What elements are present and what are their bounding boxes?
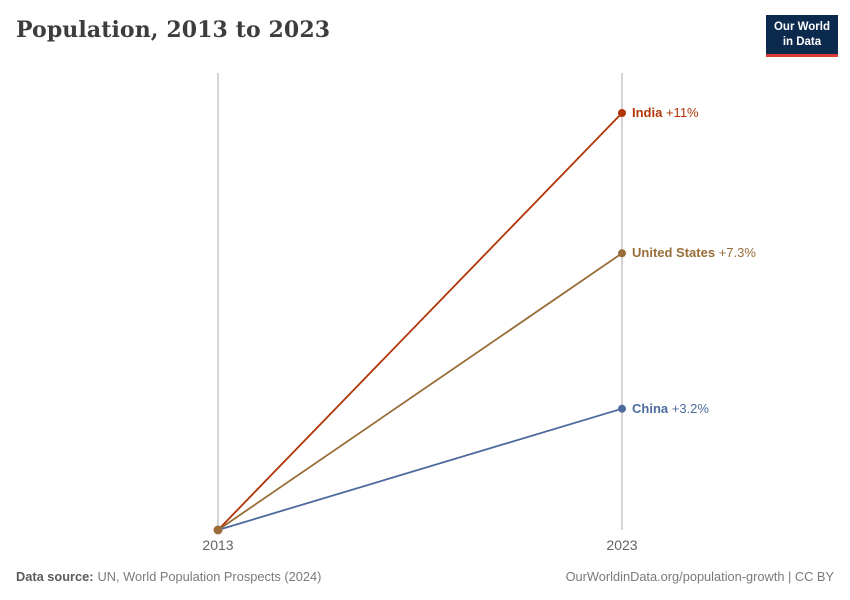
data-source-text: UN, World Population Prospects (2024) [97,569,322,584]
credit-link[interactable]: OurWorldinData.org/population-growth | C… [565,569,834,584]
series-line-united-states[interactable] [217,252,623,531]
owid-logo[interactable]: Our World in Data [765,15,838,57]
data-source[interactable]: Data source: UN, World Population Prospec… [16,569,321,584]
series-line-india[interactable] [217,112,623,531]
series-label-india[interactable]: India +11% [632,105,699,121]
series-change-value: +7.3% [715,245,756,261]
data-source-label: Data source: [16,569,94,584]
chart-title: Population, 2013 to 2023 [16,17,331,43]
series-name: United States [632,245,716,261]
series-name: India [632,105,663,120]
owid-logo-text-line2: in Data [782,35,822,48]
origin-point [213,525,223,535]
series-line-china[interactable] [217,407,623,531]
x-tick-2013: 2013 [202,537,234,553]
series-endpoint-united-states[interactable] [618,249,626,258]
series-endpoint-china[interactable] [618,404,626,413]
series-label-china[interactable]: China +3.2% [632,401,709,417]
series-change-value: +11% [662,105,699,120]
owid-logo-text-line1: Our World [773,21,830,33]
series-label-united-states[interactable]: United States +7.3% [632,245,756,261]
x-tick-2023: 2023 [606,537,638,553]
series-name: China [632,400,669,416]
series-endpoint-india[interactable] [618,109,626,117]
series-change-value: +3.2% [668,400,709,416]
